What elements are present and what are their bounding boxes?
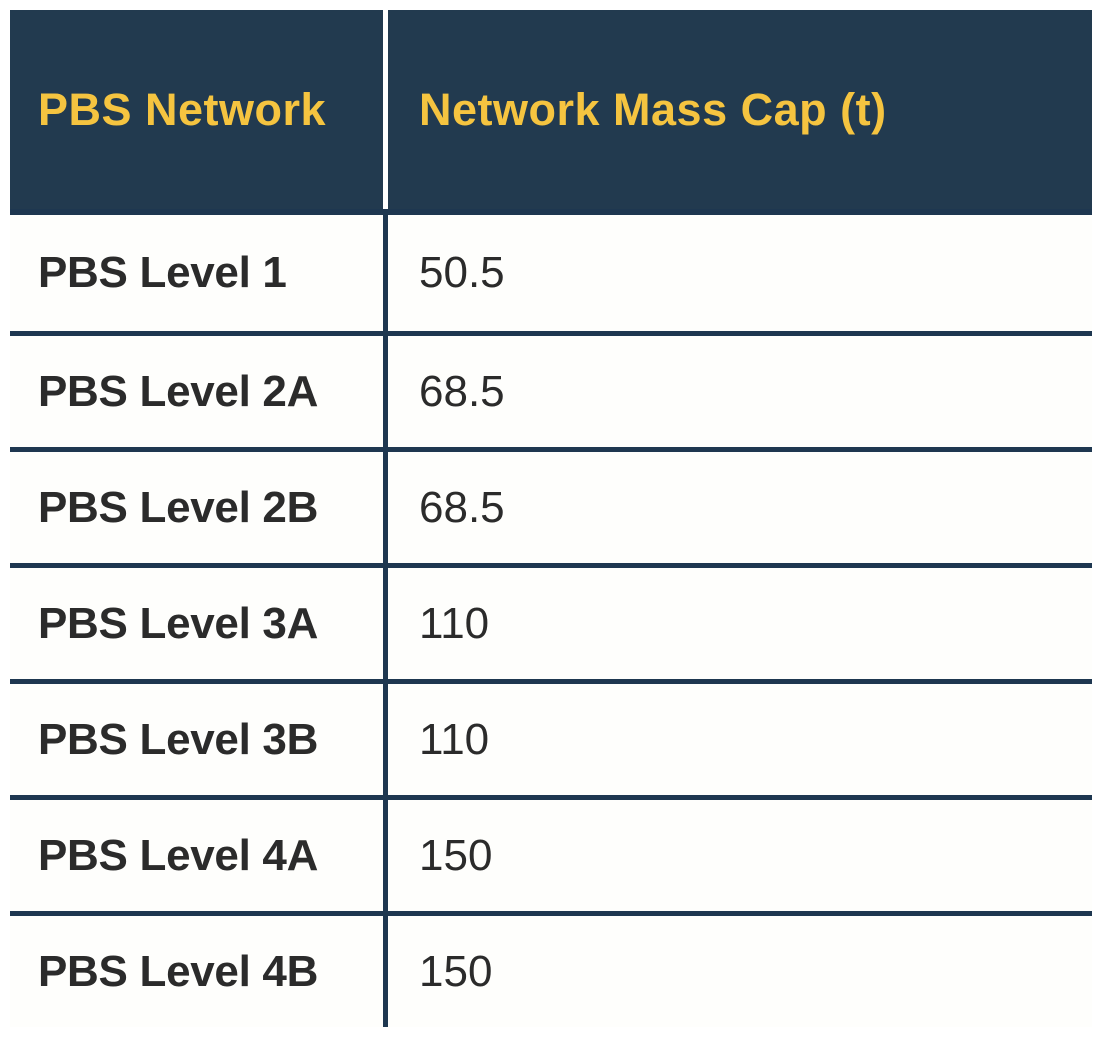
network-cell: PBS Level 3A bbox=[10, 568, 388, 679]
table-row: PBS Level 2B 68.5 bbox=[10, 447, 1092, 563]
column-header-network-mass-cap: Network Mass Cap (t) bbox=[419, 83, 887, 135]
mass-cap-cell: 50.5 bbox=[419, 248, 505, 297]
table-row: PBS Level 3A 110 bbox=[10, 563, 1092, 679]
table-row: PBS Level 4A 150 bbox=[10, 795, 1092, 911]
mass-cap-cell: 110 bbox=[419, 598, 490, 648]
table-row: PBS Level 1 50.5 bbox=[10, 215, 1092, 331]
table-row: PBS Level 4B 150 bbox=[10, 911, 1092, 1027]
mass-cap-cell: 68.5 bbox=[419, 366, 505, 416]
mass-cap-cell: 110 bbox=[419, 714, 490, 764]
network-cell: PBS Level 4A bbox=[10, 800, 388, 911]
pbs-network-mass-cap-table: PBS Network Network Mass Cap (t) PBS Lev… bbox=[10, 10, 1092, 1027]
column-header-pbs-network: PBS Network bbox=[10, 10, 388, 209]
mass-cap-cell: 150 bbox=[419, 946, 493, 996]
network-cell: PBS Level 2B bbox=[10, 452, 388, 563]
network-cell: PBS Level 1 bbox=[10, 215, 388, 331]
network-cell: PBS Level 3B bbox=[10, 684, 388, 795]
table-header-row: PBS Network Network Mass Cap (t) bbox=[10, 10, 1092, 215]
network-cell: PBS Level 4B bbox=[10, 916, 388, 1027]
table-row: PBS Level 2A 68.5 bbox=[10, 331, 1092, 447]
mass-cap-cell: 150 bbox=[419, 830, 493, 880]
network-cell: PBS Level 2A bbox=[10, 336, 388, 447]
mass-cap-cell: 68.5 bbox=[419, 482, 505, 532]
table-row: PBS Level 3B 110 bbox=[10, 679, 1092, 795]
